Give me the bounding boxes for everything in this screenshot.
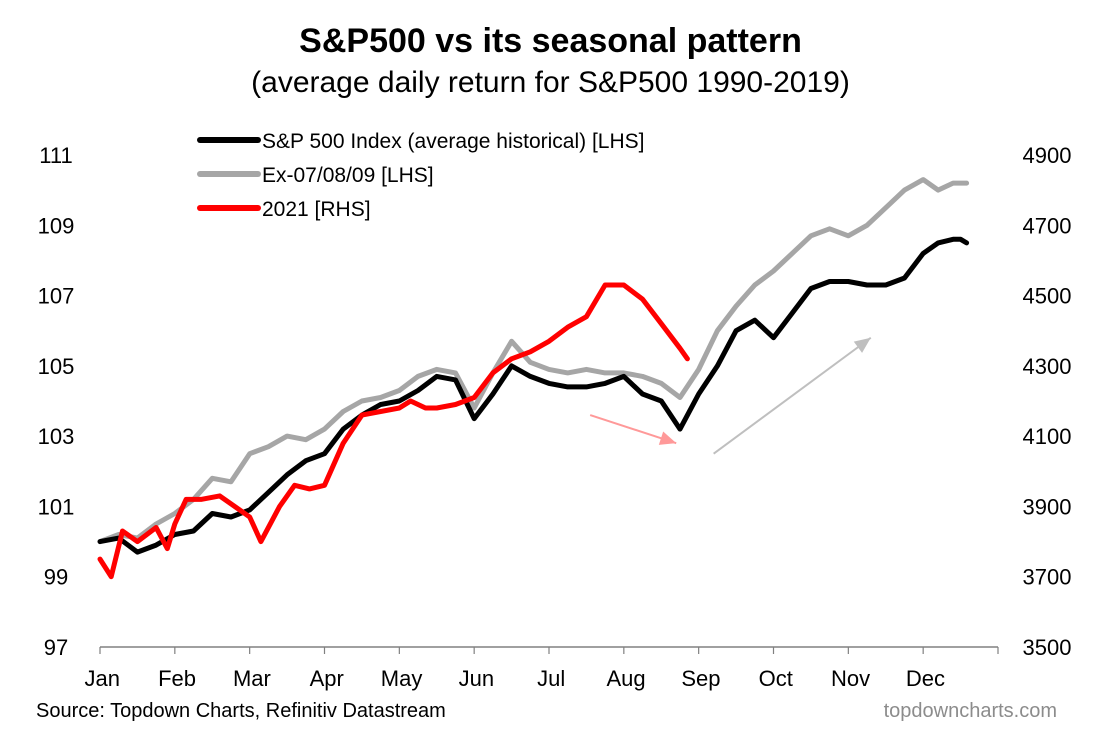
trend-arrows [589,336,872,455]
x-tick-label-jan: Jan [85,666,120,691]
series-line-2 [97,177,970,545]
y-right-tick-label: 4300 [1023,354,1072,379]
legend-label-2: Ex-07/08/09 [LHS] [262,164,434,187]
axes: Jan Feb Mar Apr May Jun Jul Aug Sep Oct Nov Dec 97 99… [38,143,1072,691]
x-tick-label-aug: Aug [607,666,646,691]
x-tick-label-oct: Oct [759,666,793,691]
watermark: topdowncharts.com [883,700,1057,722]
x-tick-label-sep: Sep [681,666,720,691]
series-lines [97,177,970,580]
series-line-1 [97,236,970,555]
trend-arrow-1 [589,414,677,445]
legend-label-3: 2021 [RHS] [262,198,371,221]
y-left-tick-label: 111 [39,143,72,168]
y-left-tick-label: 99 [44,565,68,590]
y-left-tick-label: 101 [38,494,75,519]
x-tick-label-jul: Jul [537,666,565,691]
y-left-tick-label: 97 [44,635,68,660]
y-right-tick-label: 3900 [1023,494,1072,519]
y-right-tick-label: 4500 [1023,284,1072,309]
x-tick-label-dec: Dec [906,666,945,691]
y-right-tick-label: 4700 [1023,213,1072,238]
chart-title: S&P500 vs its seasonal pattern [299,22,802,60]
y-right-tick-label: 4900 [1023,143,1072,168]
y-right-tick-label: 3500 [1023,635,1072,660]
x-tick-label-apr: Apr [310,666,344,691]
x-tick-label-mar: Mar [233,666,271,691]
chart-subtitle: (average daily return for S&P500 1990-20… [251,66,850,99]
x-tick-label-feb: Feb [158,666,196,691]
source-note: Source: Topdown Charts, Refinitiv Datast… [36,700,446,722]
legend: S&P 500 Index (average historical) [LHS]… [197,130,644,221]
y-left-tick-label: 109 [38,213,75,238]
y-left-tick-label: 103 [38,424,75,449]
legend-label-1: S&P 500 Index (average historical) [LHS] [262,130,644,153]
y-left-tick-label: 107 [38,284,75,309]
y-right-tick-label: 4100 [1023,424,1072,449]
x-tick-label-nov: Nov [831,666,870,691]
x-tick-label-jun: Jun [459,666,494,691]
trend-arrow-2 [713,336,872,455]
y-right-tick-label: 3700 [1023,565,1072,590]
y-left-tick-label: 105 [38,354,75,379]
x-tick-label-may: May [381,666,423,691]
series-line-3 [97,282,690,580]
